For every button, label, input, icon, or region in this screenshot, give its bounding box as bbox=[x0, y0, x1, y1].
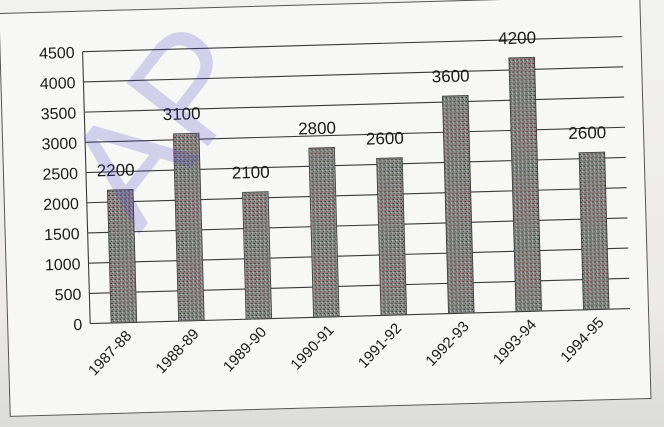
bar bbox=[106, 188, 138, 324]
gridlines bbox=[82, 36, 630, 325]
x-category-label: 1991-92 bbox=[355, 320, 405, 372]
data-label: 3600 bbox=[432, 66, 470, 86]
x-category-label: 1990-91 bbox=[287, 322, 337, 374]
bars bbox=[106, 56, 610, 324]
bar-chart: 0 500 1000 1500 2000 2500 3000 3500 4000 4500 220… bbox=[39, 28, 630, 379]
data-label: 2200 bbox=[97, 160, 135, 180]
gridline bbox=[82, 36, 623, 53]
bar bbox=[508, 56, 543, 313]
y-tick-label: 4000 bbox=[40, 75, 76, 93]
gridline bbox=[88, 247, 629, 264]
x-category-label: 1988-89 bbox=[153, 326, 203, 378]
y-tick-label: 1000 bbox=[45, 256, 81, 274]
x-category-label: 1987-88 bbox=[85, 327, 135, 379]
gridline bbox=[85, 156, 626, 174]
y-tick-label: 1500 bbox=[44, 226, 80, 244]
bar bbox=[242, 191, 273, 320]
y-tick-label: 3500 bbox=[41, 105, 77, 123]
x-axis-categories: 1987-88 1988-89 1989-90 1990-91 1991-92 1992-… bbox=[85, 314, 608, 379]
bar bbox=[172, 132, 205, 322]
bar bbox=[376, 157, 408, 316]
x-category-label: 1993-94 bbox=[490, 316, 540, 368]
gridline bbox=[90, 307, 630, 325]
x-category-label: 1989-90 bbox=[220, 324, 270, 376]
data-label: 2100 bbox=[232, 163, 270, 183]
y-tick-label: 3000 bbox=[41, 136, 77, 154]
x-category-label: 1994-95 bbox=[557, 314, 607, 366]
data-label: 2600 bbox=[366, 129, 404, 149]
x-category-label: 1992-93 bbox=[422, 318, 472, 370]
gridline bbox=[85, 126, 625, 143]
gridline bbox=[87, 217, 628, 234]
gridline bbox=[89, 277, 630, 294]
y-tick-label: 4500 bbox=[39, 45, 75, 63]
y-tick-label: 0 bbox=[73, 317, 82, 334]
bar bbox=[308, 147, 340, 318]
y-tick-label: 2000 bbox=[43, 196, 79, 214]
data-label: 3100 bbox=[162, 104, 200, 124]
data-label: 4200 bbox=[498, 28, 536, 48]
gridline bbox=[83, 66, 624, 83]
y-tick-label: 2500 bbox=[42, 166, 78, 184]
chart-sheet: 0 500 1000 1500 2000 2500 3000 3500 4000 4500 220… bbox=[0, 0, 652, 417]
bar bbox=[441, 94, 475, 315]
data-label: 2600 bbox=[568, 123, 606, 143]
y-axis-ticks: 0 500 1000 1500 2000 2500 3000 3500 4000 4500 bbox=[39, 45, 83, 334]
bar bbox=[578, 151, 610, 311]
data-labels: 2200 3100 2100 2800 2600 3600 4200 2600 bbox=[97, 28, 607, 183]
y-tick-label: 500 bbox=[54, 287, 81, 305]
gridline bbox=[86, 187, 627, 204]
data-label: 2800 bbox=[298, 118, 336, 138]
y-axis-line bbox=[82, 51, 91, 324]
